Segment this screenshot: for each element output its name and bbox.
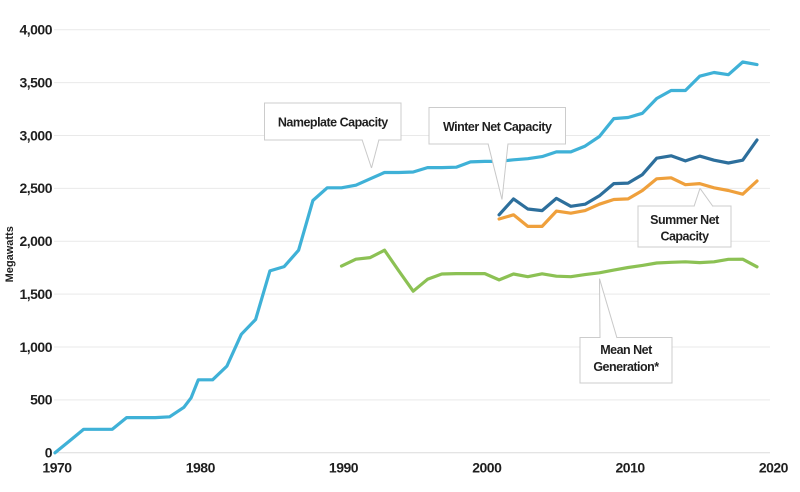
svg-text:500: 500 [30, 392, 53, 408]
svg-text:0: 0 [45, 445, 53, 461]
svg-text:1970: 1970 [42, 460, 72, 476]
svg-text:4,000: 4,000 [19, 22, 52, 38]
svg-text:Generation*: Generation* [593, 360, 659, 374]
svg-text:1990: 1990 [329, 460, 359, 476]
svg-text:3,000: 3,000 [19, 127, 52, 143]
svg-text:2,500: 2,500 [19, 180, 52, 196]
svg-text:1980: 1980 [186, 460, 216, 476]
svg-text:Nameplate Capacity: Nameplate Capacity [278, 116, 388, 130]
svg-text:2000: 2000 [472, 460, 502, 476]
svg-text:2,000: 2,000 [19, 233, 52, 249]
svg-text:Capacity: Capacity [660, 230, 709, 244]
svg-text:Megawatts: Megawatts [4, 226, 16, 282]
svg-text:2010: 2010 [616, 460, 646, 476]
svg-text:Winter Net Capacity: Winter Net Capacity [443, 120, 552, 134]
svg-text:Summer Net: Summer Net [650, 213, 720, 227]
svg-text:3,500: 3,500 [19, 74, 52, 90]
svg-text:Mean Net: Mean Net [600, 343, 653, 357]
svg-text:1,000: 1,000 [19, 339, 52, 355]
svg-text:1,500: 1,500 [19, 286, 52, 302]
svg-text:2020: 2020 [759, 460, 789, 476]
